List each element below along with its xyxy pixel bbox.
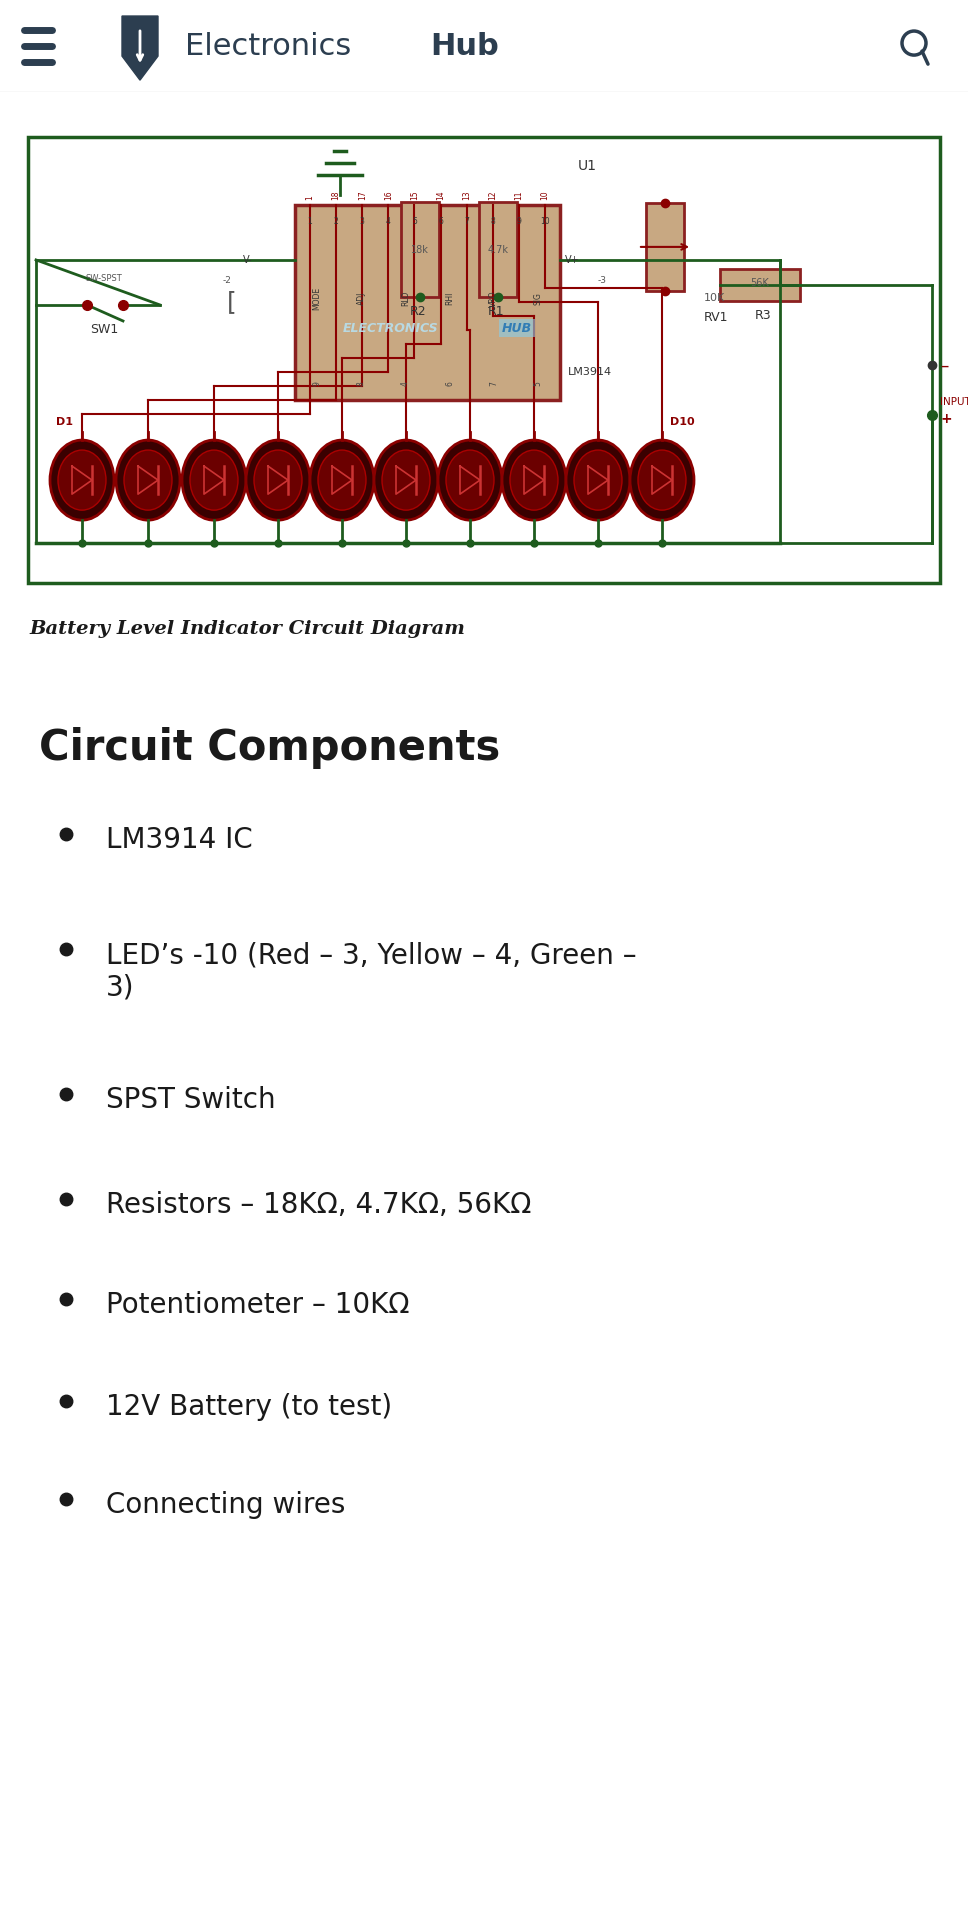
Text: 15: 15	[409, 190, 419, 200]
Text: RLO: RLO	[401, 292, 409, 305]
Text: 17: 17	[358, 190, 367, 200]
Text: 1: 1	[308, 217, 313, 227]
Text: 4: 4	[386, 217, 391, 227]
Text: 6: 6	[439, 217, 443, 227]
Text: Circuit Components: Circuit Components	[39, 726, 499, 768]
Text: RV1: RV1	[704, 311, 729, 324]
Text: 4: 4	[401, 382, 409, 386]
Text: INPUT: INPUT	[940, 397, 968, 407]
Text: 6: 6	[445, 382, 454, 386]
Text: 10K: 10K	[704, 294, 725, 303]
Bar	[479, 202, 517, 298]
Text: LED’s -10 (Red – 3, Yellow – 4, Green –
3): LED’s -10 (Red – 3, Yellow – 4, Green – …	[106, 941, 637, 1002]
Text: Potentiometer – 10KΩ: Potentiometer – 10KΩ	[106, 1290, 409, 1319]
Text: HUB: HUB	[501, 323, 531, 334]
Text: U1: U1	[578, 159, 597, 173]
Polygon shape	[122, 15, 158, 81]
Text: RHI: RHI	[445, 292, 454, 305]
Ellipse shape	[574, 449, 622, 511]
Ellipse shape	[630, 440, 694, 520]
Bar	[401, 202, 439, 298]
Text: 16: 16	[384, 190, 393, 200]
Text: 10: 10	[540, 190, 550, 200]
Text: -2: -2	[223, 276, 232, 286]
Text: -3: -3	[598, 276, 607, 286]
Ellipse shape	[510, 449, 558, 511]
Text: +: +	[940, 413, 952, 426]
Text: 7: 7	[489, 382, 499, 386]
Text: Battery Level Indicator Circuit Diagram: Battery Level Indicator Circuit Diagram	[29, 620, 465, 637]
Ellipse shape	[446, 449, 494, 511]
Text: LM3914 IC: LM3914 IC	[106, 826, 253, 854]
Text: 4.7k: 4.7k	[488, 246, 508, 255]
Text: 10: 10	[540, 217, 550, 227]
Ellipse shape	[566, 440, 630, 520]
Ellipse shape	[502, 440, 566, 520]
Text: SPST Switch: SPST Switch	[106, 1087, 276, 1114]
Text: 11: 11	[514, 190, 524, 200]
Text: VRO: VRO	[489, 290, 499, 307]
Text: 5: 5	[533, 382, 542, 386]
Text: ELECTRONICS: ELECTRONICS	[343, 323, 439, 334]
Text: Electronics: Electronics	[185, 31, 351, 61]
Text: 56K: 56K	[750, 278, 770, 288]
Text: 12V Battery (to test): 12V Battery (to test)	[106, 1392, 392, 1421]
Text: SW-SPST: SW-SPST	[85, 275, 122, 282]
Ellipse shape	[246, 440, 310, 520]
Text: 8: 8	[356, 382, 366, 386]
Text: D10: D10	[670, 417, 695, 426]
Text: 8: 8	[491, 217, 496, 227]
Text: 9: 9	[517, 217, 522, 227]
Ellipse shape	[190, 449, 238, 511]
Text: LM3914: LM3914	[568, 367, 612, 376]
Ellipse shape	[116, 440, 180, 520]
Bar	[646, 204, 684, 292]
Text: SIG: SIG	[533, 292, 542, 305]
Text: ADJ: ADJ	[356, 292, 366, 305]
Ellipse shape	[58, 449, 106, 511]
Ellipse shape	[124, 449, 172, 511]
Text: 18: 18	[332, 190, 341, 200]
Bar	[295, 205, 560, 399]
Text: R1: R1	[488, 305, 504, 319]
Bar	[720, 269, 800, 301]
Ellipse shape	[374, 440, 438, 520]
Text: Resistors – 18KΩ, 4.7KΩ, 56KΩ: Resistors – 18KΩ, 4.7KΩ, 56KΩ	[106, 1190, 531, 1219]
Ellipse shape	[318, 449, 366, 511]
Text: R2: R2	[410, 305, 427, 319]
Text: 3: 3	[360, 217, 365, 227]
Ellipse shape	[182, 440, 246, 520]
Text: 14: 14	[436, 190, 445, 200]
Text: Hub: Hub	[430, 31, 499, 61]
Text: 1: 1	[306, 196, 315, 200]
Text: D1: D1	[56, 417, 73, 426]
Ellipse shape	[254, 449, 302, 511]
Text: V-: V-	[243, 255, 253, 265]
Text: 18k: 18k	[411, 246, 429, 255]
Text: SW1: SW1	[90, 323, 118, 336]
Text: 12: 12	[488, 190, 498, 200]
Text: MODE: MODE	[313, 286, 321, 311]
Text: V+: V+	[565, 255, 580, 265]
Text: Connecting wires: Connecting wires	[106, 1490, 346, 1519]
Ellipse shape	[438, 440, 502, 520]
Text: 13: 13	[462, 190, 471, 200]
Ellipse shape	[310, 440, 374, 520]
Ellipse shape	[638, 449, 686, 511]
Ellipse shape	[50, 440, 114, 520]
Text: 2: 2	[334, 217, 339, 227]
Text: 5: 5	[412, 217, 417, 227]
Text: [: [	[227, 290, 237, 315]
Text: –: –	[940, 357, 949, 374]
Text: 9: 9	[313, 382, 321, 386]
Ellipse shape	[382, 449, 430, 511]
Text: 7: 7	[465, 217, 469, 227]
Text: R3: R3	[755, 309, 771, 323]
